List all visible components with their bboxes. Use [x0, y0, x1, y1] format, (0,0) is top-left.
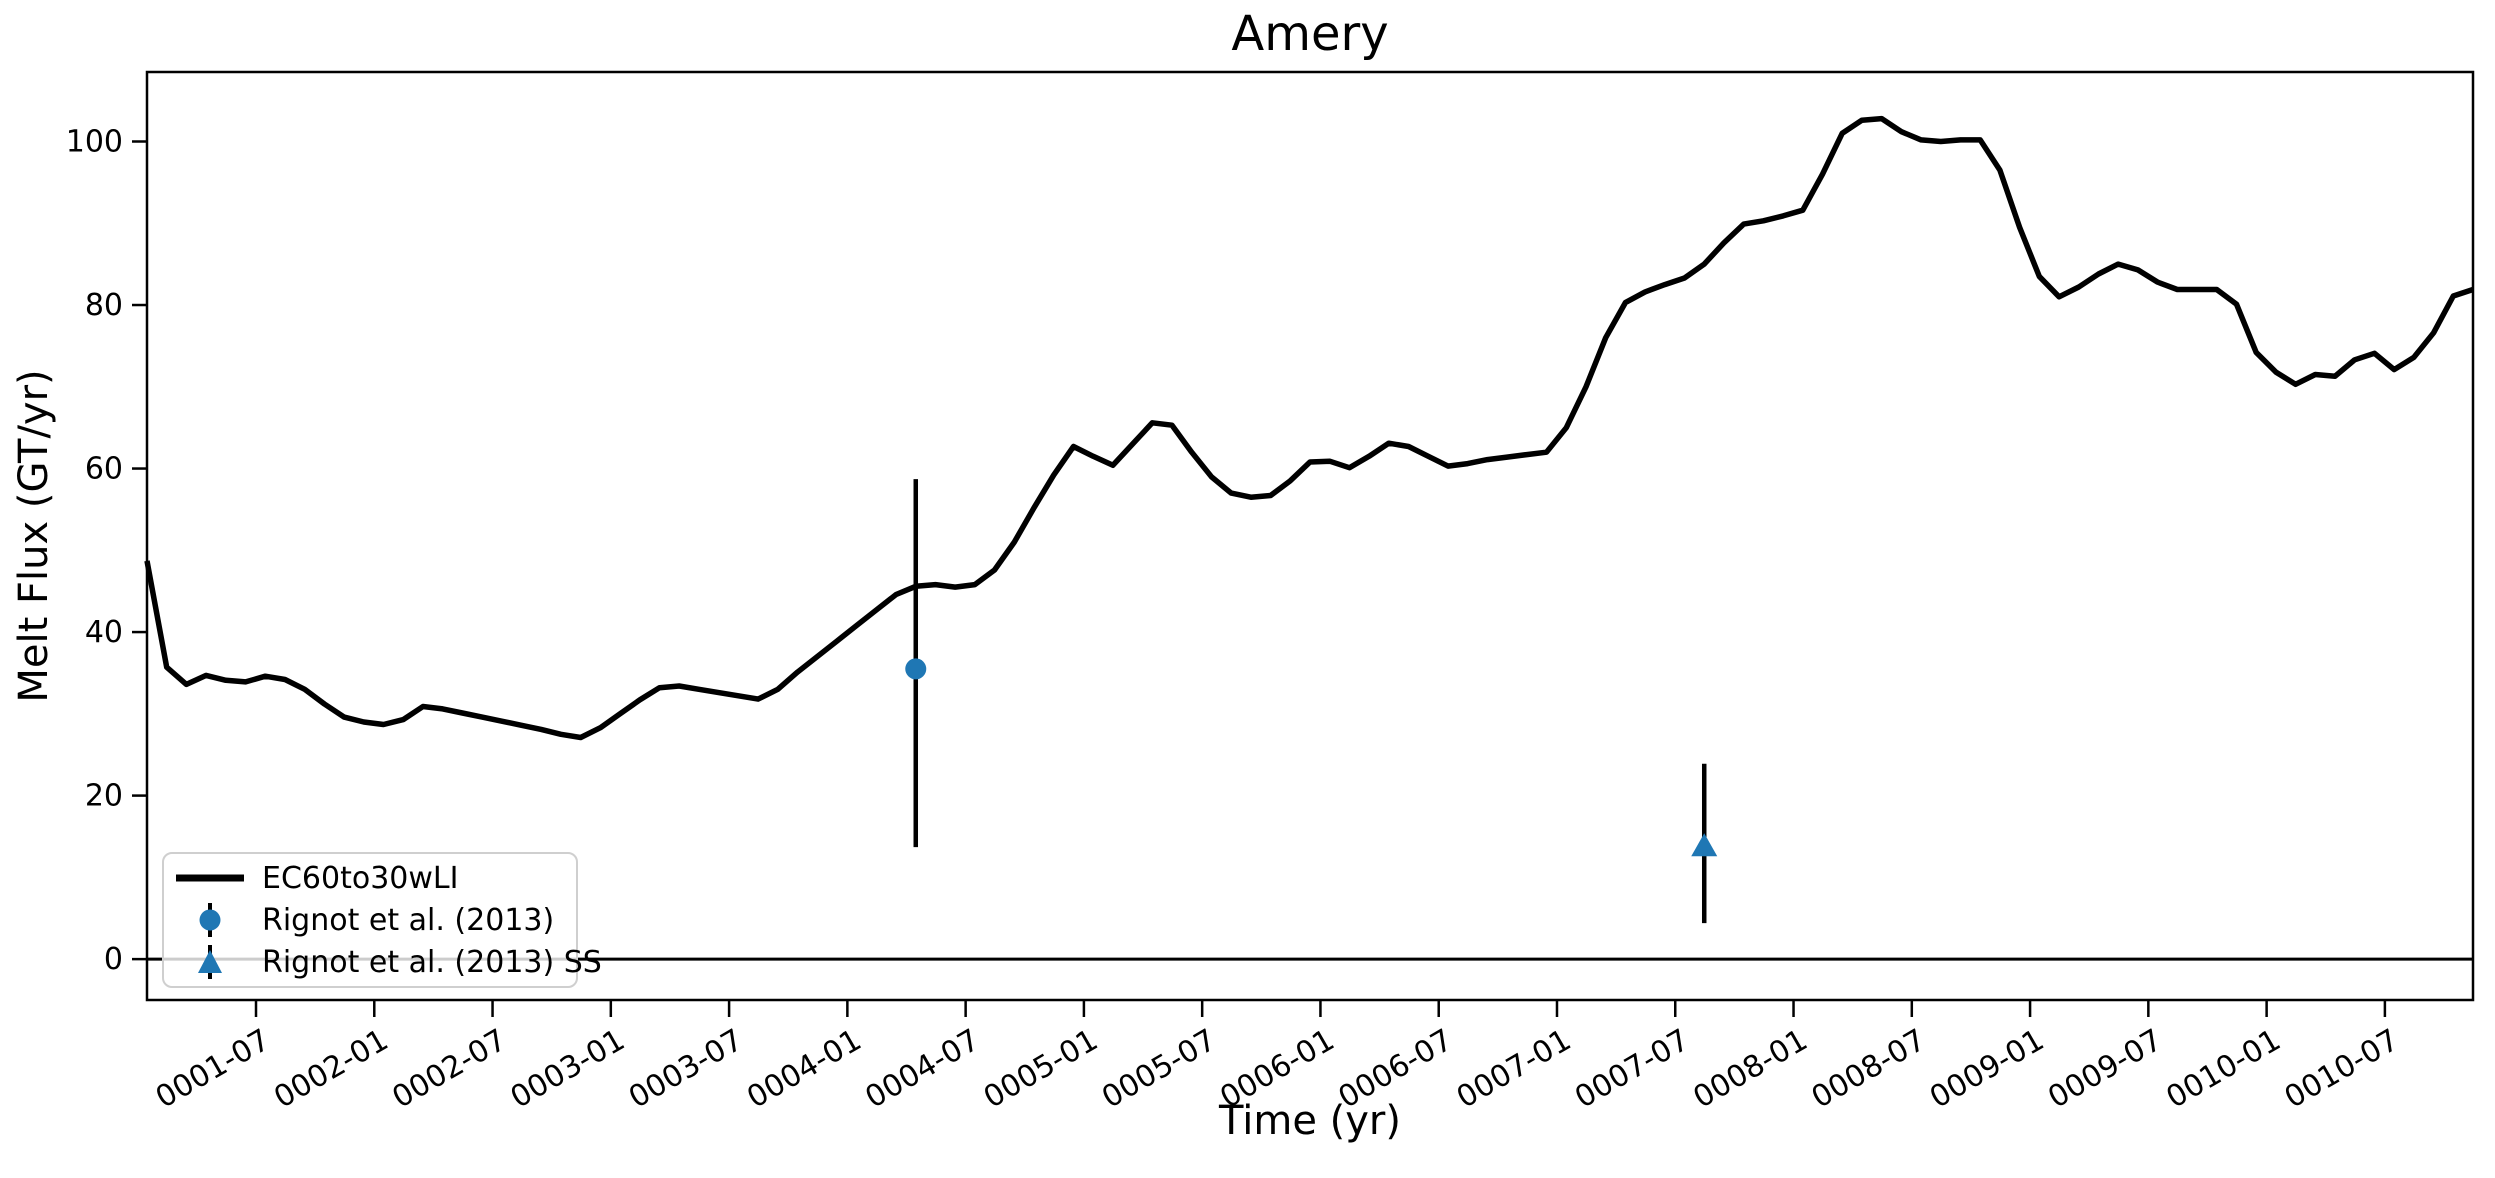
legend-circle-marker-icon	[164, 900, 256, 940]
legend: EC60to30wLI Rignot et al. (2013) Rignot …	[162, 852, 602, 988]
y-tick-label: 60	[85, 452, 123, 487]
observation-triangle-marker	[1691, 833, 1718, 857]
axes-frame	[145, 70, 2475, 1002]
y-tick-label: 40	[85, 615, 123, 650]
legend-item-label: Rignot et al. (2013)	[262, 902, 555, 938]
legend-item-rignot: Rignot et al. (2013)	[164, 900, 576, 940]
legend-item-rignot-ss: Rignot et al. (2013) SS	[164, 942, 602, 982]
series-line	[144, 115, 2474, 741]
legend-item-label: Rignot et al. (2013) SS	[262, 944, 602, 980]
legend-item-label: EC60to30wLI	[262, 860, 459, 896]
y-tick-label: 80	[85, 288, 123, 323]
legend-line-swatch	[164, 858, 256, 898]
legend-item-series: EC60to30wLI	[164, 858, 576, 898]
y-tick-label: 0	[104, 942, 123, 977]
x-axis-label: Time (yr)	[1219, 1098, 1401, 1144]
observation-circle-marker	[905, 658, 927, 680]
y-tick-label: 20	[85, 779, 123, 814]
legend-triangle-marker-icon	[164, 942, 256, 982]
y-tick-label: 100	[66, 124, 123, 159]
page-title: Amery	[1231, 6, 1389, 62]
